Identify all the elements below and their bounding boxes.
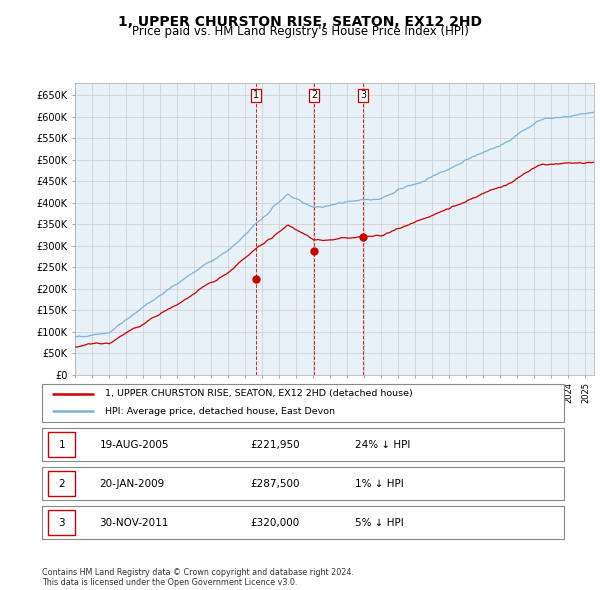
- Text: £221,950: £221,950: [251, 440, 301, 450]
- Text: 2: 2: [59, 479, 65, 489]
- Text: 20-JAN-2009: 20-JAN-2009: [100, 479, 164, 489]
- Text: 1, UPPER CHURSTON RISE, SEATON, EX12 2HD: 1, UPPER CHURSTON RISE, SEATON, EX12 2HD: [118, 15, 482, 29]
- Text: 19-AUG-2005: 19-AUG-2005: [100, 440, 169, 450]
- Text: 1: 1: [59, 440, 65, 450]
- Text: HPI: Average price, detached house, East Devon: HPI: Average price, detached house, East…: [104, 407, 335, 416]
- FancyBboxPatch shape: [48, 471, 76, 496]
- FancyBboxPatch shape: [42, 506, 564, 539]
- Text: Price paid vs. HM Land Registry's House Price Index (HPI): Price paid vs. HM Land Registry's House …: [131, 25, 469, 38]
- Text: 24% ↓ HPI: 24% ↓ HPI: [355, 440, 410, 450]
- FancyBboxPatch shape: [48, 510, 76, 535]
- Text: 1, UPPER CHURSTON RISE, SEATON, EX12 2HD (detached house): 1, UPPER CHURSTON RISE, SEATON, EX12 2HD…: [104, 389, 412, 398]
- Text: 3: 3: [360, 90, 366, 100]
- Text: 5% ↓ HPI: 5% ↓ HPI: [355, 518, 404, 527]
- Text: 30-NOV-2011: 30-NOV-2011: [100, 518, 169, 527]
- Text: £320,000: £320,000: [251, 518, 300, 527]
- FancyBboxPatch shape: [48, 432, 76, 457]
- Text: Contains HM Land Registry data © Crown copyright and database right 2024.
This d: Contains HM Land Registry data © Crown c…: [42, 568, 354, 587]
- Text: 2: 2: [311, 90, 317, 100]
- FancyBboxPatch shape: [42, 467, 564, 500]
- FancyBboxPatch shape: [42, 384, 564, 422]
- Text: 1% ↓ HPI: 1% ↓ HPI: [355, 479, 404, 489]
- Text: £287,500: £287,500: [251, 479, 301, 489]
- FancyBboxPatch shape: [42, 428, 564, 461]
- Text: 1: 1: [253, 90, 259, 100]
- Text: 3: 3: [59, 518, 65, 527]
